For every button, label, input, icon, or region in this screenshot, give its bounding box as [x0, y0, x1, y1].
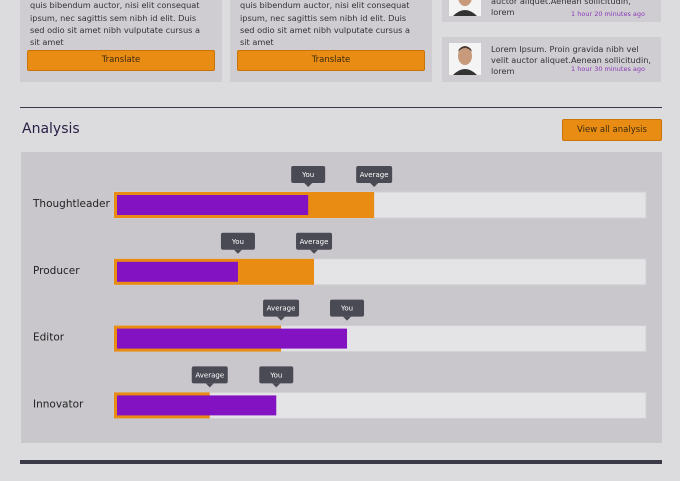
tooltip-label: Average: [267, 305, 296, 313]
tooltip-label: You: [269, 371, 282, 379]
you-bar: [117, 328, 348, 349]
category-label: Editor: [33, 332, 65, 344]
tooltip-pointer: [272, 383, 281, 388]
you-bar: [117, 195, 309, 215]
tooltip-label: Average: [300, 238, 329, 246]
translate-button[interactable]: Translate: [237, 50, 425, 71]
you-bar: [117, 261, 238, 282]
tooltip: [291, 166, 326, 183]
category-label: Innovator: [33, 398, 84, 410]
tooltip: [263, 299, 300, 317]
tooltip-label: You: [301, 171, 314, 179]
you-bar: [117, 395, 277, 416]
tooltip-label: You: [231, 238, 244, 246]
tooltip: [191, 366, 228, 384]
section-title: Analysis: [22, 121, 80, 137]
tooltip: [220, 232, 255, 250]
card-text: auctor aliquet.Aenean sollicitudin, lore…: [30, 0, 201, 48]
tooltip-label: You: [340, 305, 353, 313]
tooltip-label: Average: [360, 171, 389, 179]
category-label: Thoughtleader: [32, 198, 111, 210]
comment-text: auctor aliquet.Aenean sollicitudin, lore…: [491, 0, 631, 17]
tooltip-pointer: [277, 316, 286, 321]
tooltip-pointer: [310, 249, 319, 254]
view-all-button[interactable]: View all analysis: [562, 119, 662, 141]
category-label: Producer: [33, 265, 80, 277]
card-text: auctor aliquet.Aenean sollicitudin, lore…: [240, 0, 411, 48]
tooltip-pointer: [304, 183, 313, 187]
comment: auctor aliquet.Aenean sollicitudin, lore…: [442, 0, 661, 22]
tooltip: [330, 299, 365, 317]
bottom-bar: [20, 460, 662, 464]
translate-button[interactable]: Translate: [27, 50, 215, 71]
comment-text: Lorem Ipsum. Proin gravida nibh vel veli…: [491, 44, 652, 76]
tooltip: [259, 366, 294, 384]
card: auctor aliquet.Aenean sollicitudin, lore…: [230, 0, 432, 82]
tooltip-pointer: [343, 316, 352, 321]
tooltip-pointer: [370, 183, 379, 187]
comment-time: 1 hour 30 minutes ago: [571, 65, 645, 73]
avatar: [449, 43, 481, 75]
tooltip-pointer: [205, 383, 214, 388]
card: auctor aliquet.Aenean sollicitudin, lore…: [20, 0, 222, 82]
tooltip: [356, 166, 393, 183]
comment: Lorem Ipsum. Proin gravida nibh vel veli…: [442, 37, 661, 82]
avatar: [449, 0, 481, 16]
comment-time: 1 hour 20 minutes ago: [571, 10, 645, 18]
divider: [20, 107, 662, 108]
tooltip: [296, 232, 333, 250]
tooltip-label: Average: [195, 371, 224, 379]
tooltip-pointer: [233, 249, 242, 254]
